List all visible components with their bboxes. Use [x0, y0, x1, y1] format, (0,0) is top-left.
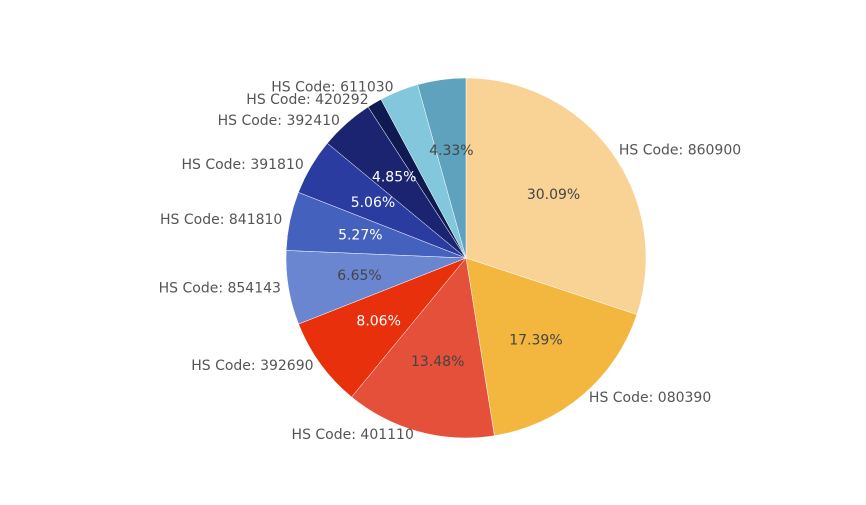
slice-label: HS Code: 611030: [271, 80, 393, 96]
value-label: 30.09%: [527, 187, 580, 203]
pie-slice: [298, 257, 467, 398]
slice-label: HS Code: 420292: [246, 92, 368, 108]
value-label: 17.39%: [509, 332, 562, 348]
pie-slice: [351, 257, 495, 439]
pie-slice: [417, 77, 467, 259]
slice-label: HS Code: 392410: [218, 113, 340, 129]
value-label: 4.33%: [429, 143, 473, 159]
pie-slice: [465, 257, 638, 437]
slice-label: HS Code: 080390: [589, 390, 711, 406]
pie-slice: [465, 77, 647, 315]
slice-label: HS Code: 841810: [160, 212, 282, 228]
slice-label: HS Code: 860900: [619, 143, 741, 159]
value-label: 5.27%: [338, 228, 382, 244]
value-label: 6.65%: [337, 268, 381, 284]
value-label: 4.85%: [372, 169, 416, 185]
value-label: 5.06%: [351, 195, 395, 211]
value-label: 8.06%: [356, 314, 400, 330]
slice-label: HS Code: 391810: [181, 157, 303, 173]
slice-label: HS Code: 392690: [191, 358, 313, 374]
slice-label: HS Code: 401110: [292, 427, 414, 443]
slice-label: HS Code: 854143: [159, 280, 281, 296]
value-label: 13.48%: [411, 354, 464, 370]
